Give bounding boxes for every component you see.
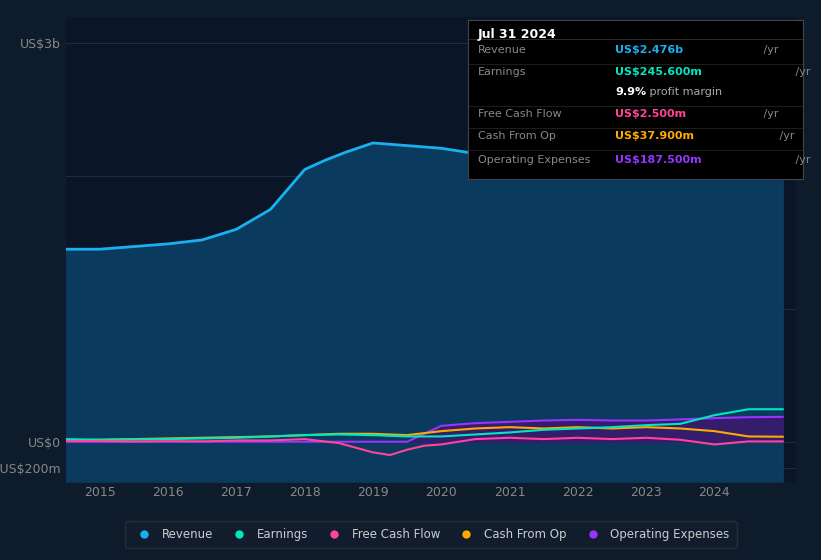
Text: Free Cash Flow: Free Cash Flow <box>478 109 562 119</box>
Text: US$187.500m: US$187.500m <box>616 155 702 165</box>
Text: 9.9%: 9.9% <box>616 87 646 97</box>
Text: US$2.500m: US$2.500m <box>616 109 686 119</box>
Text: Revenue: Revenue <box>478 45 527 55</box>
Text: Earnings: Earnings <box>478 67 526 77</box>
Text: /yr: /yr <box>792 67 810 77</box>
Legend: Revenue, Earnings, Free Cash Flow, Cash From Op, Operating Expenses: Revenue, Earnings, Free Cash Flow, Cash … <box>126 521 736 548</box>
Text: profit margin: profit margin <box>645 87 722 97</box>
Text: US$2.476b: US$2.476b <box>616 45 683 55</box>
Text: /yr: /yr <box>760 45 778 55</box>
Text: /yr: /yr <box>792 155 810 165</box>
Text: Cash From Op: Cash From Op <box>478 131 556 141</box>
Text: /yr: /yr <box>776 131 795 141</box>
Text: Jul 31 2024: Jul 31 2024 <box>478 27 557 40</box>
Text: /yr: /yr <box>760 109 778 119</box>
Text: Operating Expenses: Operating Expenses <box>478 155 590 165</box>
Text: US$245.600m: US$245.600m <box>616 67 702 77</box>
Text: US$37.900m: US$37.900m <box>616 131 695 141</box>
